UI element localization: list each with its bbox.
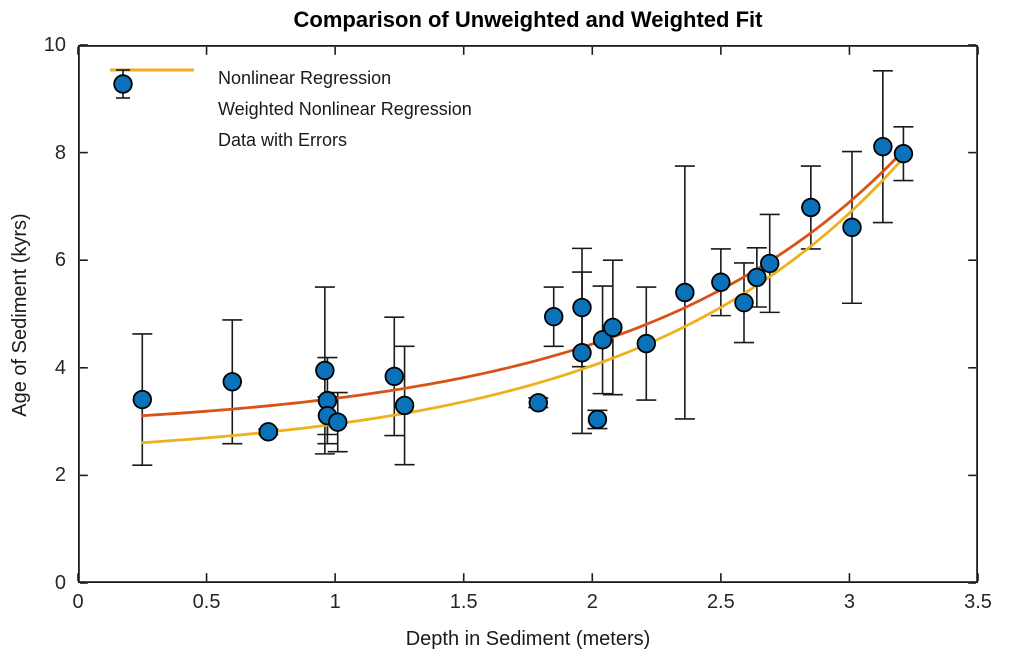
data-point-marker: [587, 409, 608, 430]
x-tick-label: 0: [72, 591, 84, 613]
data-point-marker: [222, 372, 242, 392]
data-point-marker: [747, 267, 767, 288]
data-point-marker: [258, 422, 278, 442]
nonlinear-regression-curve: [140, 149, 905, 418]
data-point-marker: [873, 136, 893, 157]
y-tick-label: 0: [54, 572, 66, 594]
x-tick-label: 1: [329, 591, 341, 613]
legend-label: Nonlinear Regression: [218, 67, 392, 88]
data-point-marker: [315, 360, 335, 381]
data-point-marker: [394, 395, 415, 416]
y-tick-label: 2: [54, 464, 66, 487]
axes-frame: [77, 44, 979, 584]
data-point-marker: [842, 217, 862, 238]
data-point-marker: [572, 343, 592, 363]
errorbar-marker-icon: [113, 69, 133, 99]
data-point-marker: [801, 197, 821, 218]
plot-canvas: [77, 44, 979, 584]
data-point-marker: [734, 293, 754, 313]
data-point-marker: [528, 393, 548, 413]
x-tick-label: 3.5: [964, 591, 992, 613]
data-point-marker: [760, 253, 780, 274]
legend-label: Weighted Nonlinear Regression: [218, 98, 472, 119]
data-point-marker: [328, 412, 348, 432]
data-point-marker: [711, 272, 731, 292]
x-axis-label: Depth in Sediment (meters): [405, 628, 651, 650]
chart-title: Comparison of Unweighted and Weighted Fi…: [293, 7, 763, 32]
x-tick-label: 1.5: [449, 591, 478, 613]
y-tick-label: 8: [54, 141, 66, 164]
x-tick-label: 2.5: [706, 591, 735, 613]
data-point-marker: [893, 143, 914, 164]
data-point-marker: [592, 330, 613, 350]
legend-item-weighted-nonlinear-regression: Weighted Nonlinear Regression: [108, 68, 472, 120]
y-tick-label: 10: [43, 34, 66, 56]
data-point-marker: [572, 297, 592, 318]
y-tick-label: 4: [54, 356, 66, 379]
data-point-marker: [384, 366, 404, 387]
data-point-marker: [675, 282, 695, 303]
x-tick-label: 3: [843, 591, 855, 613]
legend-label: Data with Errors: [218, 129, 348, 150]
data-point-marker: [636, 333, 656, 354]
data-point-marker: [132, 389, 152, 410]
y-tick-label: 6: [54, 249, 66, 272]
data-point-marker: [544, 306, 564, 327]
legend: Nonlinear Regression Weighted Nonlinear …: [108, 67, 472, 151]
data-point-marker: [603, 317, 623, 338]
legend-item-data-with-errors: Data with Errors: [108, 69, 438, 151]
x-tick-label: 2: [586, 591, 598, 613]
y-axis-label: Age of Sediment (kyrs): [9, 213, 31, 417]
weighted-nonlinear-regression-curve: [140, 156, 905, 445]
x-tick-label: 0.5: [192, 591, 221, 613]
plot-area: Nonlinear Regression Weighted Nonlinear …: [77, 44, 979, 584]
